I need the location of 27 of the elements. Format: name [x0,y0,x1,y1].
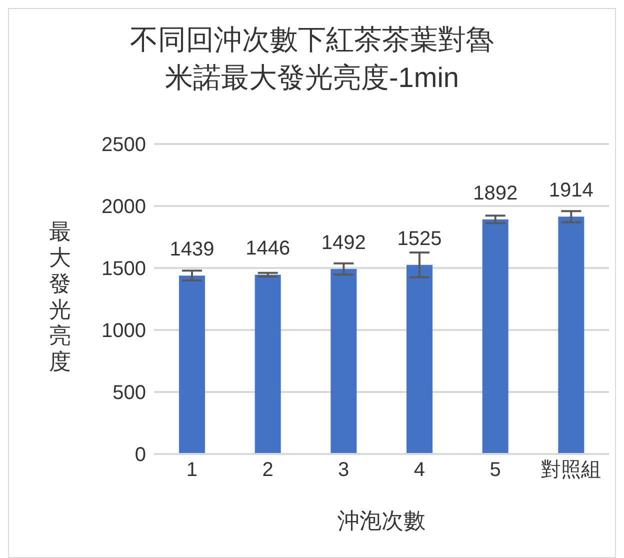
data-label: 1892 [473,182,518,204]
bar [330,268,357,454]
y-tick-label: 2000 [102,196,146,218]
y-axis-title: 最大發光亮度 [48,219,72,375]
x-tick-label: 5 [490,459,501,482]
y-tick-label: 0 [134,444,146,466]
bar [254,274,281,454]
data-label: 1525 [397,228,442,250]
data-label: 1914 [548,180,594,202]
y-tick-label: 1500 [102,258,146,280]
x-tick-label: 1 [186,459,198,482]
bar [558,216,584,454]
x-tick-label: 4 [414,459,425,482]
bar [482,219,508,454]
chart-title: 不同回沖次數下紅茶茶葉對魯米諾最大發光亮度-1min [129,23,495,95]
y-tick-label: 2500 [102,134,146,156]
data-label: 1446 [246,238,290,260]
x-tick-label: 2 [262,459,274,482]
data-label: 1439 [170,238,214,261]
bar [406,264,432,454]
x-axis-title: 沖泡次數 [336,507,426,535]
data-label: 1492 [321,232,366,254]
x-tick-label: 3 [338,459,350,482]
y-tick-label: 500 [112,382,146,404]
y-tick-label: 1000 [102,320,146,342]
bar [179,276,205,454]
x-tick-label: 對照組 [541,459,602,482]
